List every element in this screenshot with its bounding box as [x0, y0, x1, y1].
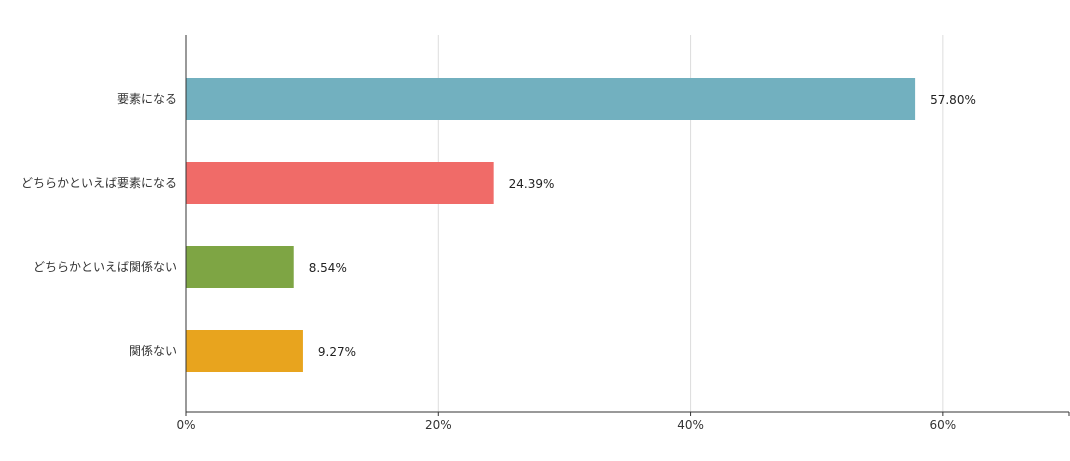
bars: [186, 78, 916, 372]
category-label: 要素になる: [117, 92, 177, 106]
category-label: どちらかといえば要素になる: [21, 176, 177, 190]
data-label: 24.39%: [509, 177, 555, 191]
category-label: 関係ない: [129, 344, 177, 358]
data-label: 57.80%: [930, 93, 976, 107]
bar: [186, 246, 294, 288]
data-label: 9.27%: [318, 345, 356, 359]
category-label: どちらかといえば関係ない: [33, 260, 177, 274]
labels: 要素になる 57.80% どちらかといえば要素になる 24.39% どちらかといえば関係…: [21, 92, 976, 432]
data-label: 8.54%: [309, 261, 347, 275]
bar: [186, 330, 303, 372]
x-tick-label: 20%: [425, 418, 452, 432]
x-tick-label: 40%: [677, 418, 704, 432]
x-tick-label: 0%: [176, 418, 195, 432]
bar: [186, 162, 494, 204]
x-tick-label: 60%: [930, 418, 957, 432]
axes: [185, 35, 1070, 416]
bar: [186, 78, 916, 120]
